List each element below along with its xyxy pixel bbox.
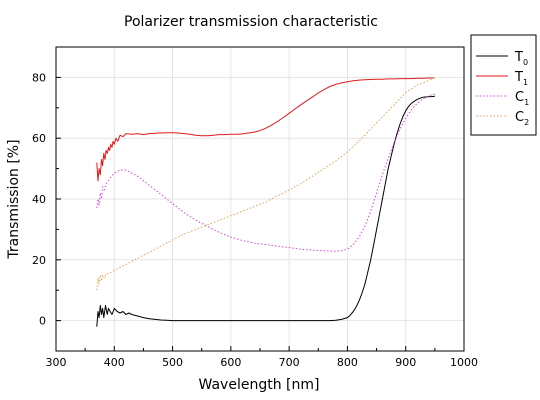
- x-axis-label: Wavelength [nm]: [199, 377, 320, 393]
- x-tick-label: 600: [220, 356, 241, 369]
- series-line-c2: [96, 76, 436, 291]
- legend-series-name: T: [514, 50, 523, 65]
- series-line-c1: [96, 93, 436, 252]
- x-tick-label: 300: [46, 356, 67, 369]
- x-tick-label: 500: [162, 356, 183, 369]
- x-tick-label: 400: [104, 356, 125, 369]
- x-tick-label: 800: [337, 356, 358, 369]
- y-tick-label: 0: [39, 315, 46, 328]
- legend-series-subscript: 2: [524, 118, 529, 127]
- y-tick-label: 60: [32, 132, 46, 145]
- chart-title: Polarizer transmission characteristic: [124, 14, 378, 30]
- legend-series-name: T: [514, 70, 523, 85]
- legend-entry: C1: [515, 90, 529, 107]
- x-tick-label: 900: [395, 356, 416, 369]
- legend-series-name: C: [515, 110, 524, 125]
- legend-series-subscript: 1: [523, 78, 528, 87]
- x-tick-label: 700: [279, 356, 300, 369]
- legend-series-name: C: [515, 90, 524, 105]
- y-tick-label: 80: [32, 71, 46, 84]
- y-tick-label: 20: [32, 254, 46, 267]
- legend-series-subscript: 1: [524, 98, 529, 107]
- legend-series-subscript: 0: [523, 58, 528, 67]
- legend-box: [470, 34, 537, 136]
- y-axis-label: Transmission [%]: [6, 139, 22, 259]
- series-line-t0: [96, 95, 435, 327]
- legend-entry: T0: [514, 50, 528, 67]
- series-lines: [96, 76, 436, 327]
- y-tick-label: 40: [32, 193, 46, 206]
- axis-ticks: 300 400 500 600 700 800 900 1000 0 20 40 60 80: [32, 71, 478, 369]
- series-line-t1: [96, 77, 435, 182]
- legend-entry: T1: [514, 70, 528, 87]
- x-tick-label: 1000: [450, 356, 478, 369]
- legend-entry: C2: [515, 110, 529, 127]
